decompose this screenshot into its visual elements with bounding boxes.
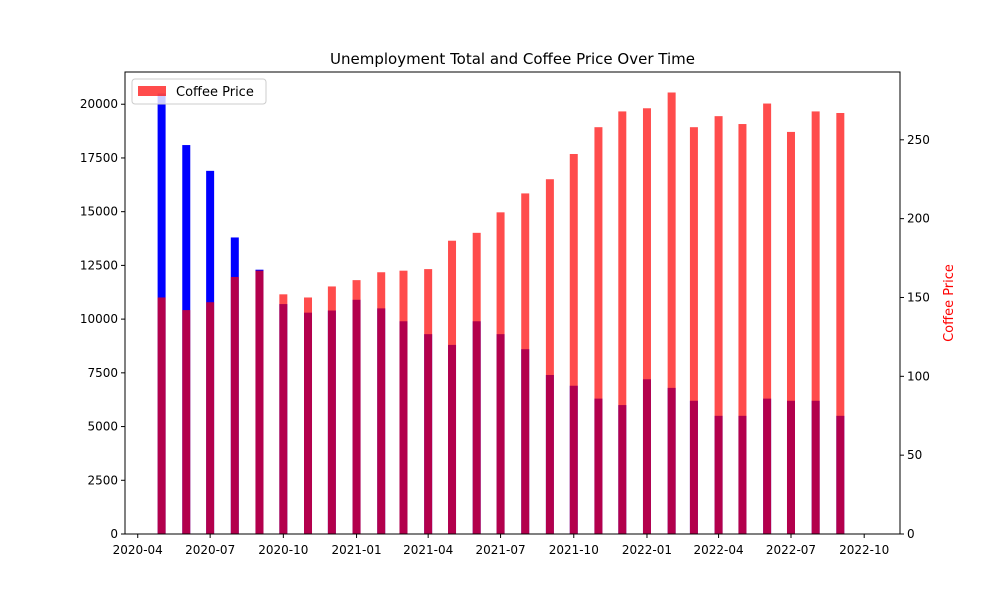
x-tick-label: 2020-07: [185, 543, 235, 557]
y-tick-label-right: 0: [907, 527, 915, 541]
y-tick-label-right: 100: [907, 369, 930, 383]
y-tick-label-left: 0: [110, 527, 118, 541]
legend-swatch-coffee-price: [138, 86, 166, 96]
bar-coffee-price: [206, 302, 215, 534]
bar-coffee-price: [763, 103, 772, 535]
bar-coffee-price: [304, 297, 313, 534]
y-axis-right: 0 50 100 150 200 250: [900, 133, 930, 541]
y-tick-label-left: 12500: [80, 258, 118, 272]
y-tick-label-left: 5000: [87, 420, 118, 434]
y-axis-left: 0 2500 5000 7500 10000 12500 15000 17500 20000: [80, 97, 125, 541]
bar-coffee-price: [521, 193, 530, 534]
chart-title: Unemployment Total and Coffee Price Over…: [330, 50, 695, 68]
bar-coffee-price: [738, 124, 747, 535]
bar-coffee-price: [689, 127, 698, 534]
bar-coffee-price: [352, 280, 361, 534]
bar-coffee-price: [545, 179, 554, 534]
bar-coffee-price: [182, 310, 191, 534]
y-tick-label-left: 7500: [87, 366, 118, 380]
bar-coffee-price: [424, 269, 433, 534]
bar-coffee-price: [667, 92, 676, 534]
y-tick-label-left: 15000: [80, 205, 118, 219]
y-tick-label-right: 250: [907, 133, 930, 147]
y-axis-right-label: Coffee Price: [942, 264, 957, 342]
bar-coffee-price: [496, 212, 505, 534]
x-tick-label: 2022-01: [622, 543, 672, 557]
legend-label-coffee-price: Coffee Price: [176, 85, 254, 100]
bar-coffee-price: [255, 270, 264, 534]
x-tick-label: 2022-10: [839, 543, 889, 557]
plot-frame: [124, 71, 901, 535]
bar-coffee-price: [327, 286, 336, 534]
coffee-price-bars: [157, 92, 845, 535]
x-tick-label: 2020-04: [113, 543, 163, 557]
x-tick-label: 2021-01: [331, 543, 381, 557]
bar-coffee-price: [230, 276, 239, 534]
bar-coffee-price: [714, 116, 723, 534]
bar-coffee-price: [786, 131, 795, 534]
bar-coffee-price: [594, 127, 603, 534]
y-tick-label-left: 10000: [80, 312, 118, 326]
bar-coffee-price: [157, 297, 166, 534]
legend: Coffee Price: [131, 78, 267, 105]
x-tick-label: 2020-10: [258, 543, 308, 557]
bar-coffee-price: [811, 111, 820, 534]
bar-coffee-price: [279, 294, 288, 534]
y-tick-label-right: 50: [907, 448, 922, 462]
x-tick-label: 2021-04: [403, 543, 453, 557]
y-tick-label-left: 20000: [80, 97, 118, 111]
x-axis: 2020-04 2020-07 2020-10 2021-01 2021-04 2021-…: [113, 534, 889, 557]
legend-box: [131, 78, 267, 105]
y-tick-label-right: 200: [907, 212, 930, 226]
x-tick-label: 2022-04: [694, 543, 744, 557]
bar-coffee-price: [472, 232, 481, 534]
bar-coffee-price: [399, 270, 408, 534]
bar-coffee-price: [618, 111, 627, 534]
bar-coffee-price: [448, 240, 457, 534]
x-tick-label: 2022-07: [766, 543, 816, 557]
y-tick-label-left: 17500: [80, 151, 118, 165]
bar-coffee-price: [642, 108, 651, 535]
y-tick-label-right: 150: [907, 290, 930, 304]
bar-coffee-price: [377, 272, 386, 534]
y-tick-label-left: 2500: [87, 473, 118, 487]
x-tick-label: 2021-10: [549, 543, 599, 557]
x-tick-label: 2021-07: [475, 543, 525, 557]
bar-coffee-price: [569, 153, 578, 535]
bar-coffee-price: [836, 112, 845, 535]
